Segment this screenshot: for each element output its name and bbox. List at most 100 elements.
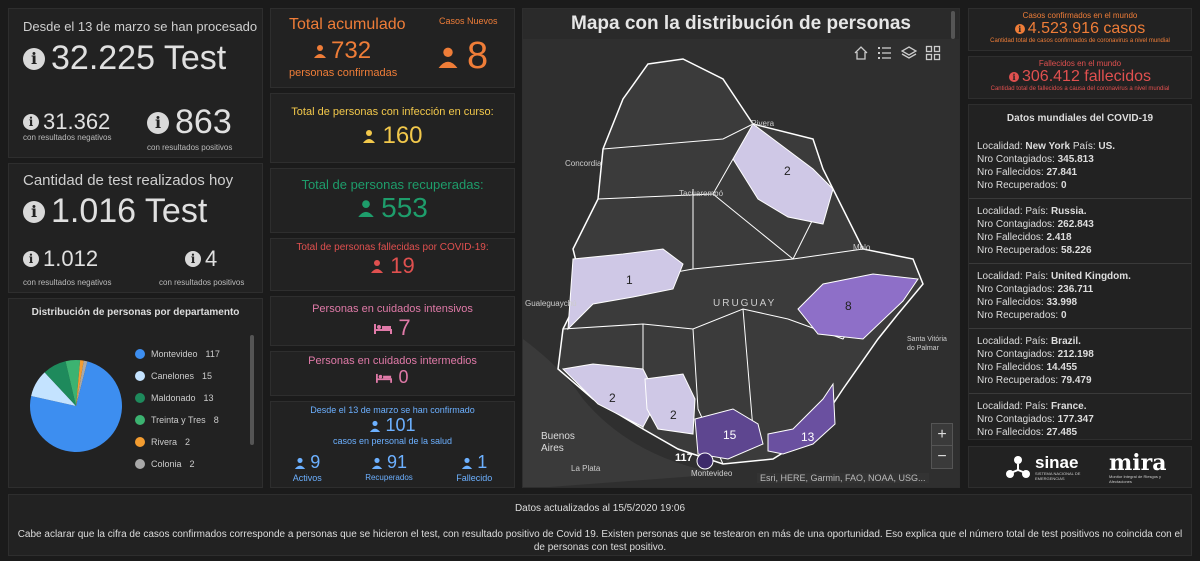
contagiados-value: 262.843 <box>1057 219 1094 230</box>
place-label: La Plata <box>571 464 601 473</box>
world-deaths-value: 306.412 fallecidos <box>1022 68 1151 85</box>
legend-item[interactable]: Canelones 15 <box>135 365 253 387</box>
person-icon <box>295 457 306 469</box>
pais-label: País: <box>1025 336 1049 347</box>
info-icon: i <box>23 200 45 223</box>
zoom-in-button[interactable]: + <box>932 424 952 446</box>
active-panel: Total de personas con infección en curso… <box>270 93 515 163</box>
recuperados-value: 79.479 <box>1060 375 1092 386</box>
contagiados-value: 177.347 <box>1057 414 1094 425</box>
fallecidos-value: 27.841 <box>1046 167 1078 178</box>
map-count-label: 15 <box>723 428 737 442</box>
health-active-label: Activos <box>292 473 322 483</box>
localidad-label: Localidad: <box>977 141 1023 152</box>
contagiados-label: Nro Contagiados: <box>977 414 1055 425</box>
home-icon[interactable] <box>853 45 869 61</box>
deaths-title: Total de personas fallecidas por COVID-1… <box>296 242 489 253</box>
tests-positive-value: 863 <box>175 103 232 141</box>
fallecidos-value: 14.455 <box>1046 362 1078 373</box>
legend-item[interactable]: Rivera 2 <box>135 431 253 453</box>
pais-value: Brazil. <box>1050 336 1081 347</box>
world-deaths-sub: Cantidad total de fallecidos a causa del… <box>990 86 1170 92</box>
recuperados-label: Nro Recuperados: <box>977 180 1059 191</box>
basemap-gallery-icon[interactable] <box>925 45 941 61</box>
sinae-wordmark: sinae <box>1035 453 1079 472</box>
localidad-value: New York <box>1025 141 1071 152</box>
place-label: Santa Vitória do Palmar <box>907 336 947 352</box>
fallecidos-value: 27.485 <box>1046 427 1078 438</box>
localidad-label: Localidad: <box>977 206 1023 217</box>
new-cases-title: Casos Nuevos <box>439 16 498 26</box>
world-deaths-caption: Fallecidos en el mundo <box>1038 59 1122 68</box>
contagiados-label: Nro Contagiados: <box>977 219 1055 230</box>
uruguay-map[interactable] <box>523 39 960 488</box>
world-entries-list[interactable]: Localidad: New York País: US. Nro Contagi… <box>969 134 1191 439</box>
legend-item[interactable]: Colonia 2 <box>135 453 253 475</box>
pie-slice[interactable] <box>44 361 76 406</box>
person-icon <box>358 200 374 217</box>
map-count-label: 1 <box>626 273 633 287</box>
person-icon <box>371 457 383 469</box>
world-entry: Localidad: New York País: US. Nro Contagi… <box>969 134 1191 199</box>
zoom-out-button[interactable]: − <box>937 448 947 465</box>
totals-panel: Total acumulado 732 personas confirmadas… <box>270 8 515 88</box>
department-maldonado[interactable] <box>767 382 836 455</box>
department-san-jose[interactable] <box>644 373 696 435</box>
mira-subtitle: Monitor Integral de Riesgos y Afectacion… <box>1109 474 1162 484</box>
logos-panel: sinae SISTEMA NACIONAL DE EMERGENCIAS mi… <box>968 446 1192 488</box>
fallecidos-label: Nro Fallecidos: <box>977 232 1044 243</box>
info-icon: i <box>23 251 39 267</box>
intermediate-title: Personas en cuidados intermedios <box>308 355 477 367</box>
pais-label: País: <box>1072 141 1096 152</box>
place-label: Melo <box>853 243 871 252</box>
layers-icon[interactable] <box>901 45 917 61</box>
map-scrollbar[interactable] <box>951 11 955 39</box>
world-entry: Localidad: País: Russia. Nro Contagiados:… <box>969 199 1191 264</box>
bed-icon <box>376 373 393 383</box>
legend-scrollbar[interactable] <box>250 335 254 445</box>
department-paysandu[interactable] <box>567 248 684 331</box>
department-montevideo[interactable] <box>696 452 714 470</box>
pie-slice[interactable] <box>65 360 81 406</box>
tests-negative-label: con resultados negativos <box>23 133 112 142</box>
intermediate-value: 0 <box>398 367 409 387</box>
country-label: URUGUAY <box>713 298 777 309</box>
legend-item[interactable]: Montevideo 117 <box>135 343 253 365</box>
pie-slice[interactable] <box>76 360 84 406</box>
department-rivera[interactable] <box>732 123 834 225</box>
localidad-label: Localidad: <box>977 271 1023 282</box>
fallecidos-label: Nro Fallecidos: <box>977 297 1044 308</box>
world-confirmed-panel: Casos confirmados en el mundo i 4.523.91… <box>968 8 1192 51</box>
info-icon: i <box>185 251 201 267</box>
recuperados-value: 0 <box>1060 310 1067 321</box>
world-confirmed-value: 4.523.916 casos <box>1027 20 1146 37</box>
legend-item[interactable]: Treinta y Tres 8 <box>135 409 253 431</box>
department-canelones[interactable] <box>694 408 764 460</box>
recuperados-label: Nro Recuperados: <box>977 375 1059 386</box>
map-panel[interactable]: Mapa con la distribución de personas <box>522 8 960 488</box>
pie-slice[interactable] <box>76 360 88 406</box>
info-icon: i <box>23 114 39 130</box>
tests-total-caption: Desde el 13 de marzo se han procesado <box>23 19 258 34</box>
legend-item[interactable]: Maldonado 13 <box>135 387 253 409</box>
place-label: Tacuarembó <box>679 189 724 198</box>
world-entry: Localidad: País: Brazil. Nro Contagiados:… <box>969 329 1191 394</box>
pais-value: United Kingdom. <box>1050 271 1131 282</box>
contagiados-value: 212.198 <box>1057 349 1094 360</box>
tests-total-panel: Desde el 13 de marzo se han procesado i … <box>8 8 263 158</box>
legend-item-label: Rivera <box>151 437 178 447</box>
distribution-legend: Montevideo 117 Canelones 15 Maldonado 13 Trein… <box>135 343 253 479</box>
legend-swatch <box>135 371 145 381</box>
pie-slice[interactable] <box>29 361 122 452</box>
department-treinta-y-tres[interactable] <box>797 273 919 340</box>
map-title: Mapa con la distribución de personas <box>571 13 911 34</box>
tests-today-negative-value: 1.012 <box>43 246 99 271</box>
active-value: 160 <box>382 122 423 149</box>
info-icon: i <box>1009 72 1019 82</box>
map-count-label: 2 <box>670 408 677 422</box>
pie-slice[interactable] <box>31 372 76 406</box>
health-staff-value: 101 <box>385 415 416 435</box>
legend-list-icon[interactable] <box>877 45 893 61</box>
map-attribution[interactable]: Esri, HERE, Garmin, FAO, NOAA, USG... <box>757 473 929 483</box>
recovered-value: 553 <box>381 192 428 223</box>
